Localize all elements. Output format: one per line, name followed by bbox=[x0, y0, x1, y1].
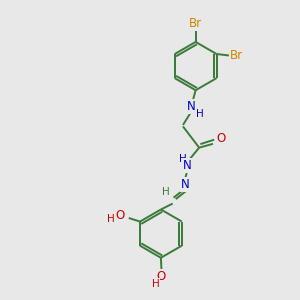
Text: Br: Br bbox=[230, 49, 243, 62]
Text: O: O bbox=[115, 208, 124, 222]
Text: O: O bbox=[157, 270, 166, 284]
Text: N: N bbox=[183, 159, 192, 172]
Text: N: N bbox=[187, 100, 196, 113]
Text: O: O bbox=[216, 132, 226, 145]
Text: Br: Br bbox=[189, 17, 202, 30]
Text: H: H bbox=[107, 214, 115, 224]
Text: H: H bbox=[152, 279, 160, 289]
Text: N: N bbox=[181, 178, 189, 191]
Text: H: H bbox=[196, 109, 203, 119]
Text: H: H bbox=[162, 188, 170, 197]
Text: H: H bbox=[179, 154, 187, 164]
